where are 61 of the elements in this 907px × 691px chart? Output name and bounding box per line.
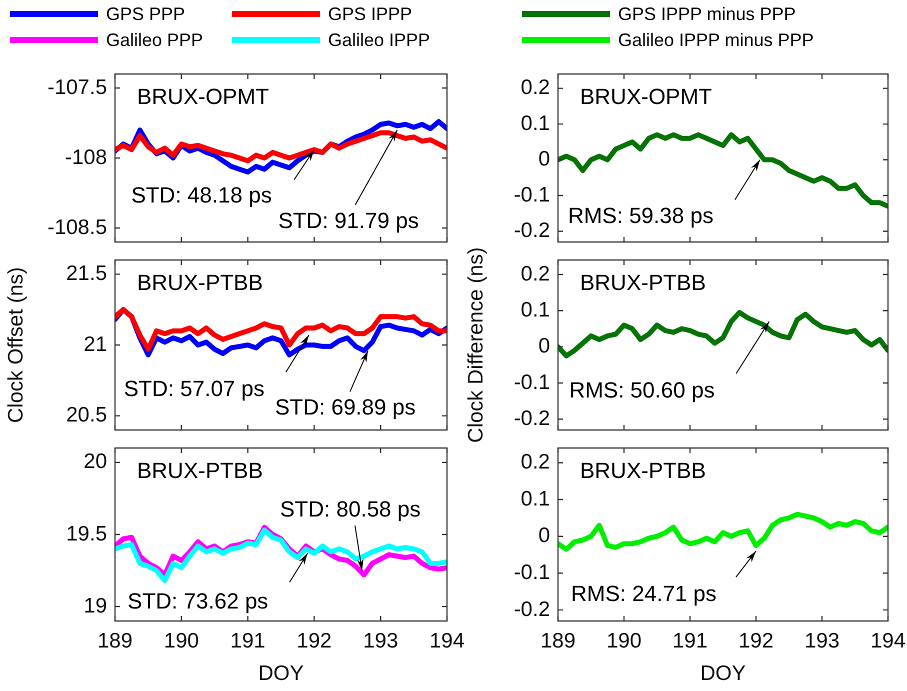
y-tick-label: 0.1 xyxy=(520,112,550,135)
y-tick-label: 0.2 xyxy=(520,262,550,286)
x-tick-label: 190 xyxy=(606,629,642,652)
legend-label: Galileo IPPP xyxy=(328,30,430,50)
legend-label: GPS PPP xyxy=(106,4,186,24)
y-tick-label: 0 xyxy=(538,148,550,171)
y-tick-label: 20 xyxy=(84,450,107,474)
legend-label: Galileo PPP xyxy=(106,30,204,50)
y-tick-label: -0.2 xyxy=(514,219,550,242)
annotation: STD: 57.07 ps xyxy=(124,376,265,402)
annotation: STD: 48.18 ps xyxy=(131,182,272,208)
annotation: BRUX-PTBB xyxy=(580,270,706,296)
y-tick-label: 21 xyxy=(84,332,107,356)
x-tick-label: 191 xyxy=(672,629,708,652)
annotation: RMS: 59.38 ps xyxy=(568,202,714,228)
x-tick-label: 193 xyxy=(363,629,398,652)
x-tick-label: 194 xyxy=(870,629,906,652)
annotation: BRUX-PTBB xyxy=(137,458,263,484)
y-tick-label: -0.2 xyxy=(514,598,550,621)
x-axis-title: DOY xyxy=(258,662,304,686)
annotation: STD: 73.62 ps xyxy=(128,588,268,614)
y-axis-title: Clock Difference (ns) xyxy=(464,247,488,443)
y-tick-label: 19.5 xyxy=(66,522,107,546)
x-tick-label: 193 xyxy=(804,629,840,652)
y-tick-label: -0.1 xyxy=(514,370,550,394)
annotation: BRUX-PTBB xyxy=(580,458,706,484)
y-tick-label: -108 xyxy=(64,146,107,169)
y-tick-label: -108.5 xyxy=(47,216,107,239)
y-tick-label: 0.2 xyxy=(520,76,550,100)
x-tick-label: 191 xyxy=(230,629,266,652)
annotation: RMS: 24.71 ps xyxy=(571,581,717,606)
x-tick-label: 192 xyxy=(296,629,332,652)
y-tick-label: -0.1 xyxy=(514,183,550,206)
annotation: STD: 91.79 ps xyxy=(278,208,419,234)
x-tick-label: 194 xyxy=(429,629,465,652)
x-tick-label: 190 xyxy=(164,629,199,652)
y-tick-label: 0 xyxy=(538,334,550,358)
annotation: BRUX-OPMT xyxy=(580,84,712,110)
y-tick-label: 20.5 xyxy=(66,404,107,427)
legend-label: Galileo IPPP minus PPP xyxy=(618,30,814,50)
annotation: STD: 80.58 ps xyxy=(280,496,421,522)
y-tick-label: 0 xyxy=(538,524,550,548)
x-tick-label: 189 xyxy=(540,629,576,652)
y-tick-label: 21.5 xyxy=(66,262,107,285)
y-tick-label: 0.1 xyxy=(520,298,550,322)
y-tick-label: -107.5 xyxy=(47,76,107,99)
x-tick-label: 189 xyxy=(97,629,133,652)
annotation: BRUX-PTBB xyxy=(137,270,263,296)
y-axis-title: Clock Offset (ns) xyxy=(4,267,28,423)
legend-label: GPS IPPP minus PPP xyxy=(618,4,796,24)
y-tick-label: 19 xyxy=(84,594,107,618)
x-axis-title: DOY xyxy=(700,662,746,686)
annotation: BRUX-OPMT xyxy=(137,84,269,110)
legend-label: GPS IPPP xyxy=(328,4,412,24)
y-tick-label: -0.2 xyxy=(514,406,550,430)
y-tick-label: 0.1 xyxy=(520,487,550,510)
annotation: RMS: 50.60 ps xyxy=(569,378,715,403)
x-tick-label: 192 xyxy=(738,629,774,652)
y-tick-label: -0.1 xyxy=(514,560,550,584)
annotation: STD: 69.89 ps xyxy=(274,394,416,420)
y-tick-label: 0.2 xyxy=(520,450,550,474)
